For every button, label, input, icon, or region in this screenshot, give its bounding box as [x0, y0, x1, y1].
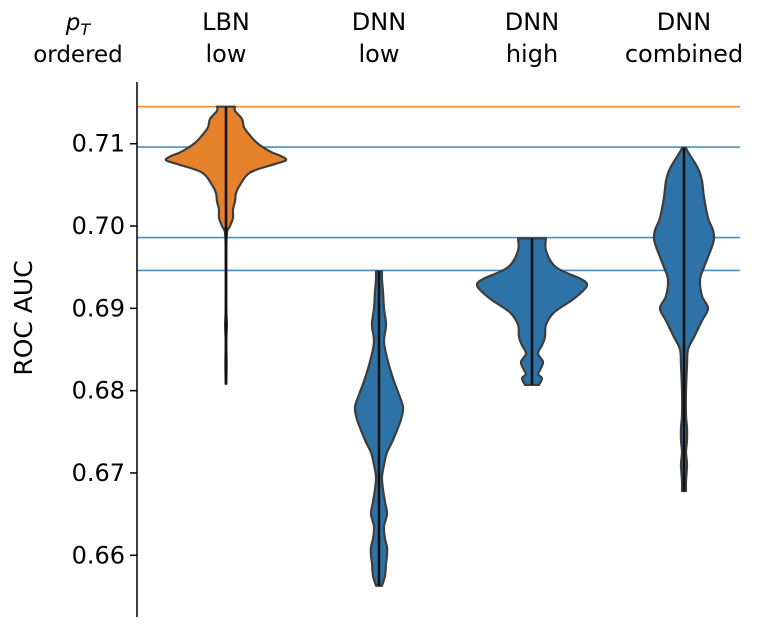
- svg-text:pT: pT: [65, 10, 92, 39]
- y-axis-label: ROC AUC: [9, 260, 38, 375]
- category-label-line2: low: [206, 40, 247, 68]
- corner-label-line2: ordered: [33, 42, 123, 68]
- corner-label: pT ordered: [33, 10, 123, 68]
- category-label-line1: DNN: [352, 8, 406, 36]
- category-label-line1: DNN: [505, 8, 559, 36]
- y-tick-label: 0.67: [72, 459, 125, 487]
- category-labels: LBN low DNN low DNN high DNN combined: [202, 8, 743, 68]
- corner-label-sub: T: [80, 20, 91, 39]
- violins: [164, 105, 716, 587]
- category-label-line1: LBN: [202, 8, 250, 36]
- y-tick-label: 0.70: [72, 212, 125, 240]
- corner-label-main: p: [65, 10, 81, 36]
- category-label-line2: low: [359, 40, 400, 68]
- y-tick-label: 0.69: [72, 294, 125, 322]
- y-tick-label: 0.66: [72, 541, 125, 569]
- y-ticks: 0.66 0.67 0.68 0.69 0.70 0.71: [72, 130, 137, 569]
- category-label-line1: DNN: [657, 8, 711, 36]
- y-tick-label: 0.71: [72, 130, 125, 158]
- category-label-line2: combined: [625, 40, 743, 68]
- category-label-line2: high: [506, 40, 558, 68]
- y-tick-label: 0.68: [72, 377, 125, 405]
